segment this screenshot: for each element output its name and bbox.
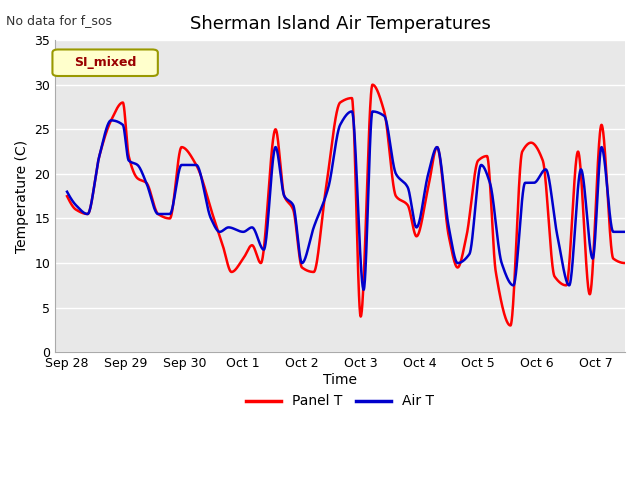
FancyBboxPatch shape bbox=[52, 49, 158, 76]
Panel T bbox=[335, 103, 342, 109]
Panel T bbox=[605, 220, 613, 226]
X-axis label: Time: Time bbox=[323, 373, 357, 387]
Panel T bbox=[320, 203, 328, 209]
Panel T bbox=[621, 260, 629, 266]
Air T bbox=[63, 189, 71, 194]
Air T bbox=[605, 204, 613, 210]
Panel T bbox=[92, 174, 99, 180]
Air T bbox=[621, 229, 629, 235]
Legend: Panel T, Air T: Panel T, Air T bbox=[241, 389, 440, 414]
Text: SI_mixed: SI_mixed bbox=[74, 56, 136, 69]
Air T bbox=[92, 174, 99, 180]
Air T bbox=[369, 108, 376, 114]
Air T bbox=[335, 128, 342, 133]
Panel T bbox=[369, 82, 376, 87]
Air T bbox=[503, 275, 511, 280]
Text: No data for f_sos: No data for f_sos bbox=[6, 14, 113, 27]
Panel T bbox=[503, 318, 511, 324]
Air T bbox=[605, 207, 613, 213]
Air T bbox=[360, 287, 367, 293]
Air T bbox=[320, 200, 328, 205]
Line: Panel T: Panel T bbox=[67, 84, 625, 325]
Y-axis label: Temperature (C): Temperature (C) bbox=[15, 140, 29, 253]
Title: Sherman Island Air Temperatures: Sherman Island Air Temperatures bbox=[189, 15, 491, 33]
Panel T bbox=[605, 216, 613, 222]
Panel T bbox=[63, 193, 71, 199]
Panel T bbox=[506, 323, 514, 328]
Line: Air T: Air T bbox=[67, 111, 625, 290]
